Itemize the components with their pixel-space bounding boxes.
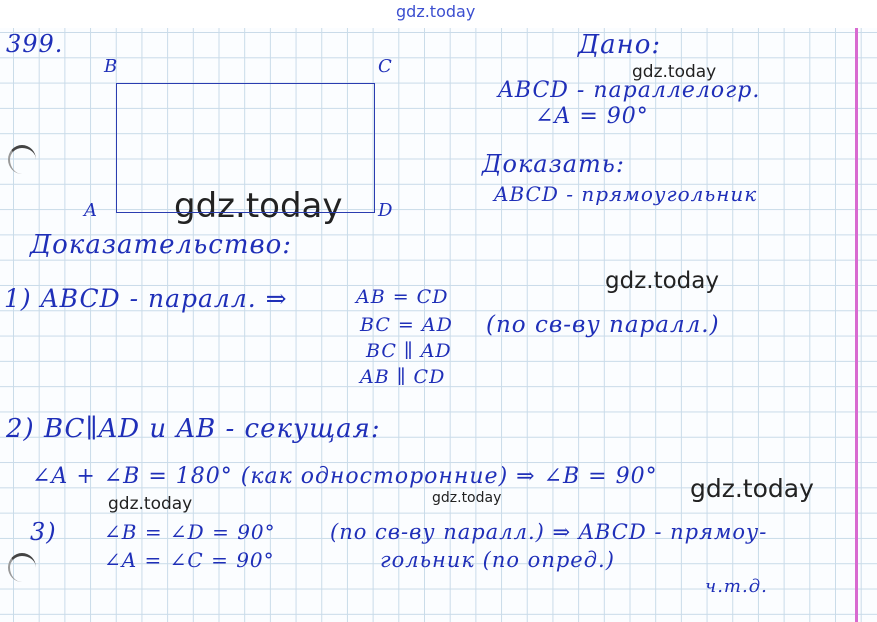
vertex-c: C bbox=[378, 56, 393, 77]
step2-line: ∠A + ∠B = 180° (как односторонние) ⇒ ∠B … bbox=[32, 464, 658, 489]
grid-paper bbox=[0, 28, 877, 622]
given-line2: ∠A = 90° bbox=[535, 104, 649, 129]
step3-reason: (по св-ву паралл.) ⇒ ABCD - прямоу- bbox=[330, 520, 768, 544]
watermark: gdz.today bbox=[690, 474, 814, 503]
watermark: gdz.today bbox=[432, 490, 502, 506]
watermark: gdz.today bbox=[108, 494, 193, 514]
step1-reason: (по св-ву паралл.) bbox=[486, 312, 720, 338]
proof-step1: 1) ABCD - паралл. ⇒ bbox=[4, 284, 288, 313]
watermark: gdz.today bbox=[174, 186, 343, 226]
given-title: Дано: bbox=[578, 30, 662, 60]
step3-reason2: гольник (по опред.) bbox=[380, 548, 615, 572]
watermark: gdz.today bbox=[632, 62, 717, 82]
vertex-b: B bbox=[104, 56, 119, 77]
step1-eq: AB ∥ CD bbox=[360, 366, 446, 388]
step1-eq: BC ∥ AD bbox=[366, 340, 452, 362]
step1-eq: BC = AD bbox=[360, 314, 453, 336]
punch-hole bbox=[8, 145, 36, 174]
given-line1: ABCD - параллелогр. bbox=[498, 78, 761, 103]
problem-number: 399. bbox=[6, 30, 64, 58]
qed: ч.т.д. bbox=[705, 576, 768, 597]
vertex-d: D bbox=[378, 200, 394, 221]
punch-hole bbox=[8, 553, 36, 582]
step3-eq: ∠A = ∠C = 90° bbox=[104, 548, 275, 572]
prove-line1: ABCD - прямоугольник bbox=[494, 182, 758, 206]
proof-title: Доказательство: bbox=[30, 230, 293, 260]
step3-eq: ∠B = ∠D = 90° bbox=[104, 520, 276, 544]
margin-line bbox=[855, 28, 858, 622]
prove-title: Доказать: bbox=[482, 150, 625, 178]
watermark: gdz.today bbox=[396, 2, 476, 21]
step3-number: 3) bbox=[30, 518, 57, 546]
proof-step2: 2) BC∥AD и AB - секущая: bbox=[6, 414, 381, 444]
watermark: gdz.today bbox=[605, 268, 719, 294]
step1-eq: AB = CD bbox=[356, 286, 449, 308]
rectangle-figure bbox=[116, 83, 375, 213]
vertex-a: A bbox=[84, 200, 98, 221]
